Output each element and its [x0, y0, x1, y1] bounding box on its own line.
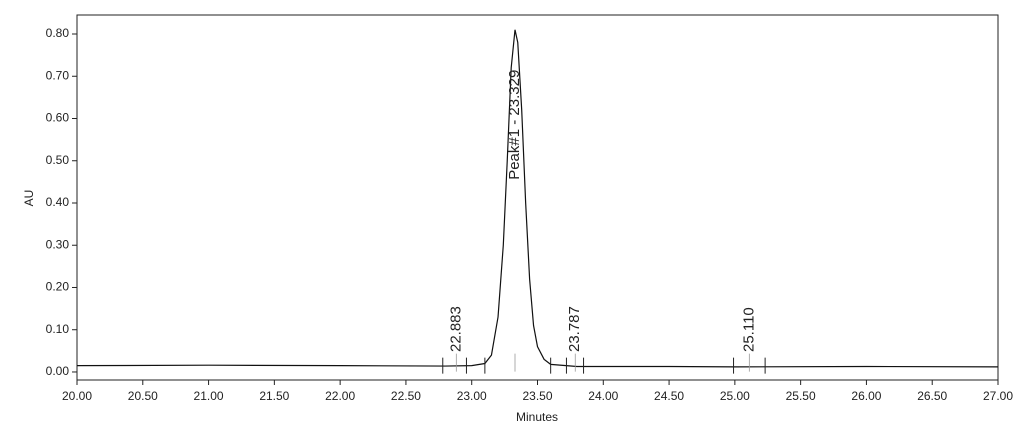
y-tick-label: 0.50: [46, 153, 70, 167]
y-tick-label: 0.80: [46, 26, 70, 40]
x-tick-label: 24.50: [654, 389, 684, 403]
x-tick-label: 20.50: [128, 389, 158, 403]
x-tick-label: 22.50: [391, 389, 421, 403]
y-tick-label: 0.40: [46, 195, 70, 209]
x-tick-label: 23.00: [457, 389, 487, 403]
y-tick-label: 0.00: [46, 364, 70, 378]
peak-label: Peak#1 - 23.329: [506, 70, 523, 180]
signal-line: [76, 29, 999, 368]
x-tick-label: 21.00: [194, 389, 224, 403]
x-tick-label: 27.00: [983, 389, 1013, 403]
y-tick-label: 0.30: [46, 237, 70, 251]
y-axis-label: AU: [22, 190, 36, 207]
x-tick-label: 21.50: [259, 389, 289, 403]
x-tick-label: 25.50: [786, 389, 816, 403]
y-tick-label: 0.10: [46, 322, 70, 336]
plot-frame: [76, 14, 999, 381]
x-tick-label: 26.50: [917, 389, 947, 403]
x-tick-label: 24.00: [588, 389, 618, 403]
y-tick-label: 0.70: [46, 68, 70, 82]
y-tick-label: 0.60: [46, 111, 70, 125]
peak-label: 23.787: [566, 306, 583, 352]
x-axis-label: Minutes: [516, 410, 558, 424]
x-tick-label: 23.50: [522, 389, 552, 403]
x-tick-label: 26.00: [851, 389, 881, 403]
y-tick-label: 0.20: [46, 280, 70, 294]
x-tick-label: 25.00: [720, 389, 750, 403]
peak-label: 22.883: [447, 306, 464, 352]
x-tick-label: 22.00: [325, 389, 355, 403]
peak-label: 25.110: [740, 307, 757, 352]
x-tick-label: 20.00: [62, 389, 92, 403]
